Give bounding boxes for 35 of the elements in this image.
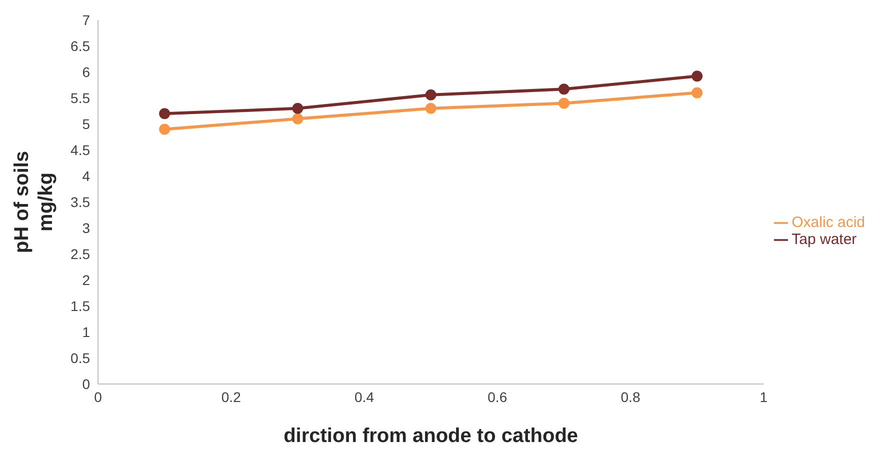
y-tick-label: 7 [82,12,90,28]
y-tick-label: 0.5 [70,350,90,366]
point [692,87,703,98]
x-tick-label: 1 [760,388,768,405]
y-tick-label: 6.5 [70,38,90,54]
y-tick-label: 5 [82,116,90,132]
x-tick-label: 0.6 [488,388,508,405]
y-tick-label: 1.5 [70,298,90,314]
point [692,70,703,82]
y-tick-label: 1 [82,324,90,340]
y-axis-title: pH of soils mg/kg [11,150,57,254]
y-tick-label: 0 [82,376,90,392]
y-tick-label: 6 [82,64,90,80]
y-tick-label: 5.5 [70,90,90,106]
legend-label: Oxalic acid [792,214,865,231]
y-tick-label: 3.5 [70,194,90,210]
legend-label: Tap water [792,231,857,248]
x-tick-label: 0.4 [354,388,374,405]
point [425,102,436,114]
y-tick-label: 3 [82,220,90,236]
y-tick-label: 4.5 [70,142,90,158]
x-tick-label: 0.2 [221,388,242,405]
point [159,108,170,120]
point [159,124,170,135]
y-tick-label: 2 [82,272,90,288]
point [558,98,570,109]
x-axis-title: dirction from anode to cathode [284,425,578,447]
point [292,102,304,114]
point [425,89,436,100]
point [292,113,304,124]
x-tick-label: 0.8 [620,388,640,405]
y-tick-label: 4 [82,168,90,184]
x-tick-label: 0 [94,388,102,405]
point [558,84,570,95]
y-tick-label: 2.5 [70,246,90,262]
